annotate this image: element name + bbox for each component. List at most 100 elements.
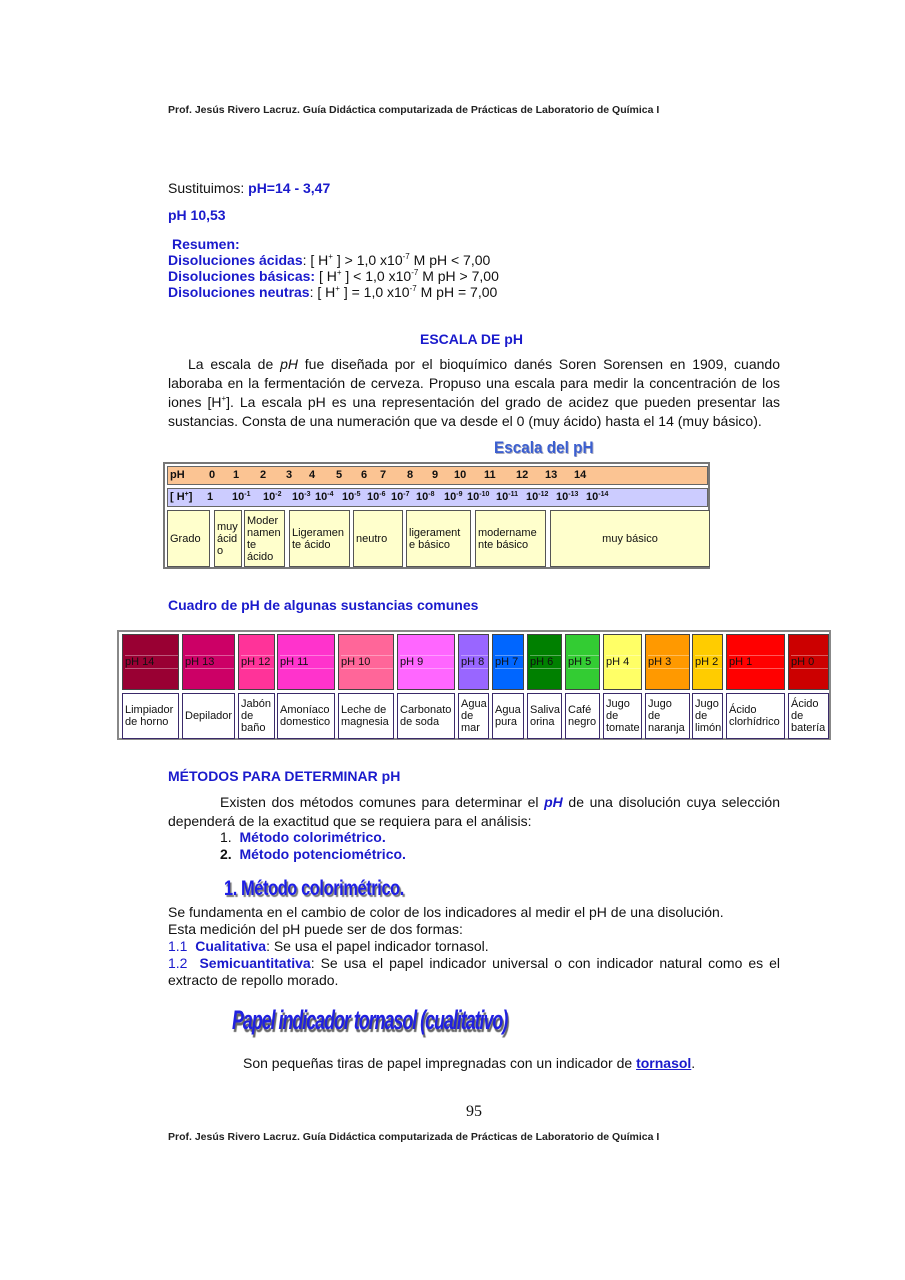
item-num: 1. [220,829,232,845]
ph-value: pH 12 [241,655,274,669]
ph-color-cell: pH 13 [182,634,235,690]
sub-item-1: 1.1 Cualitativa: Se usa el papel indicad… [168,938,489,954]
para-text: pH [544,794,563,810]
ph-scale-label: 2 [260,469,267,481]
sup: + [184,491,189,498]
sub-text: : Se usa el papel indicador tornasol. [266,938,489,954]
base: 10 [367,491,380,503]
ph-value: pH 10 [341,655,393,669]
tornasol-title: Papel indicador tornasol (cualitativo) [232,1005,508,1035]
resumen-label: Disoluciones ácidas [168,252,303,268]
item-label: Método potenciométrico. [239,846,406,862]
base: 10 [467,491,480,503]
h-concentration-value: 10-9 [444,491,462,503]
h-concentration-value: 1 [207,491,213,503]
substance-name: Ácido clorhídrico [726,693,785,739]
ph-color-cell: pH 7 [492,634,524,690]
sub-num: 1.2 [168,955,188,971]
base: 10 [263,491,276,503]
substances-ph-table: pH 14 Limpiador de horno pH 13 Depilador pH … [117,630,831,740]
h-concentration-value: 10-1 [232,491,250,503]
period: . [691,1055,696,1071]
exp: -7 [409,284,417,293]
escala-title: ESCALA DE pH [420,331,523,347]
text: ] < 1,0 x10 [341,268,412,284]
exp: -7 [402,252,410,261]
sup: + [335,284,340,293]
sup: + [328,252,333,261]
h-concentration-value: 10-2 [263,491,281,503]
base: 10 [416,491,429,503]
item-label: Método colorimétrico. [239,829,386,845]
ph-value: pH 14 [125,655,178,669]
ph-scale-label: 0 [209,469,216,481]
sub-text: : Se usa el papel indicador universal o … [168,955,781,988]
h-concentration-value: 10-8 [416,491,434,503]
text: [ H [310,252,329,268]
grado-cell: Ligeramen te ácido [289,510,350,567]
base: 10 [391,491,404,503]
text: M pH > 7,00 [418,268,499,284]
metodos-title: MÉTODOS PARA DETERMINAR pH [168,768,401,784]
resumen-label: Disoluciones neutras [168,284,310,300]
exponent: -14 [598,491,609,498]
page-footer: Prof. Jesús Rivero Lacruz. Guía Didáctic… [168,1131,660,1143]
h-concentration-value: 10-7 [391,491,409,503]
cuadro-title: Cuadro de pH de algunas sustancias comun… [168,597,479,613]
ph-scale-label: 8 [407,469,414,481]
h-concentration-value: 10-5 [342,491,360,503]
para-text: La escala de [188,356,281,372]
ph-scale-label: 5 [336,469,343,481]
ph-scale-label: 14 [574,469,587,481]
h-concentration-value: 10-4 [315,491,333,503]
exponent: -2 [275,491,282,498]
substance-name: Ácido de batería [788,693,829,739]
base: 1 [207,491,214,503]
colorimetrico-line2: Esta medición del pH puede ser de dos fo… [168,921,463,937]
h-row-label: [ H+] [170,491,192,503]
tornasol-link[interactable]: tornasol [636,1055,692,1071]
ph-scale-label: 3 [286,469,293,481]
para-text: de una disolución cuya selección depende… [168,794,781,829]
text: ] > 1,0 x10 [332,252,403,268]
sub-label: Semicuantitativa [199,955,311,971]
ph-color-cell: pH 9 [397,634,455,690]
ph-scale-label: 10 [454,469,467,481]
grado-cell: ligerament e básico [406,510,471,567]
base: 10 [342,491,355,503]
sub-label: Cualitativa [195,938,267,954]
exponent: -9 [456,491,463,498]
tornasol-text: Son pequeñas tiras de papel impregnadas … [243,1055,695,1071]
ph-row: pH 0 1 2 3 4 5 6 7 8 9 10 11 12 13 14 [167,466,708,485]
ph-color-cell: pH 6 [527,634,562,690]
ph-color-cell: pH 10 [338,634,394,690]
ph-value: pH 0 [791,655,828,669]
exponent: -7 [403,491,410,498]
ph-color-cell: pH 2 [692,634,723,690]
resumen-line: Disoluciones básicas: [ H+ ] < 1,0 x10-7… [168,268,499,284]
substance-name: Carbonato de soda [397,693,455,739]
ph-scale-label: 9 [432,469,439,481]
sustituimos-label: Sustituimos: [168,180,249,196]
ph-value: pH 1 [729,655,784,669]
exponent: -3 [304,491,311,498]
substance-name: Jabón de baño [238,693,275,739]
para-text: Existen dos métodos comunes para determi… [220,794,545,810]
ph-value: pH 5 [568,655,599,669]
h-concentration-value: 10-14 [586,491,608,503]
text: M pH = 7,00 [416,284,498,300]
ph-color-cell: pH 8 [458,634,489,690]
substance-name: Agua de mar [458,693,489,739]
substance-name: Limpiador de horno [122,693,179,739]
base: 10 [556,491,569,503]
formula: pH=14 - 3,47 [248,180,331,196]
para-text: ]. La escala pH es una representación de… [168,394,780,429]
h-concentration-value: 10-11 [496,491,518,503]
ph-scale-label: 11 [484,469,496,481]
h-concentration-value: 10-12 [526,491,548,503]
ph-scale-table: pH 0 1 2 3 4 5 6 7 8 9 10 11 12 13 14 [ H+] 1 10-1 10-2 10-… [163,462,710,569]
ph-value: pH 13 [185,655,234,669]
sub-num: 1.1 [168,938,188,954]
ph-value: pH 6 [530,655,561,669]
